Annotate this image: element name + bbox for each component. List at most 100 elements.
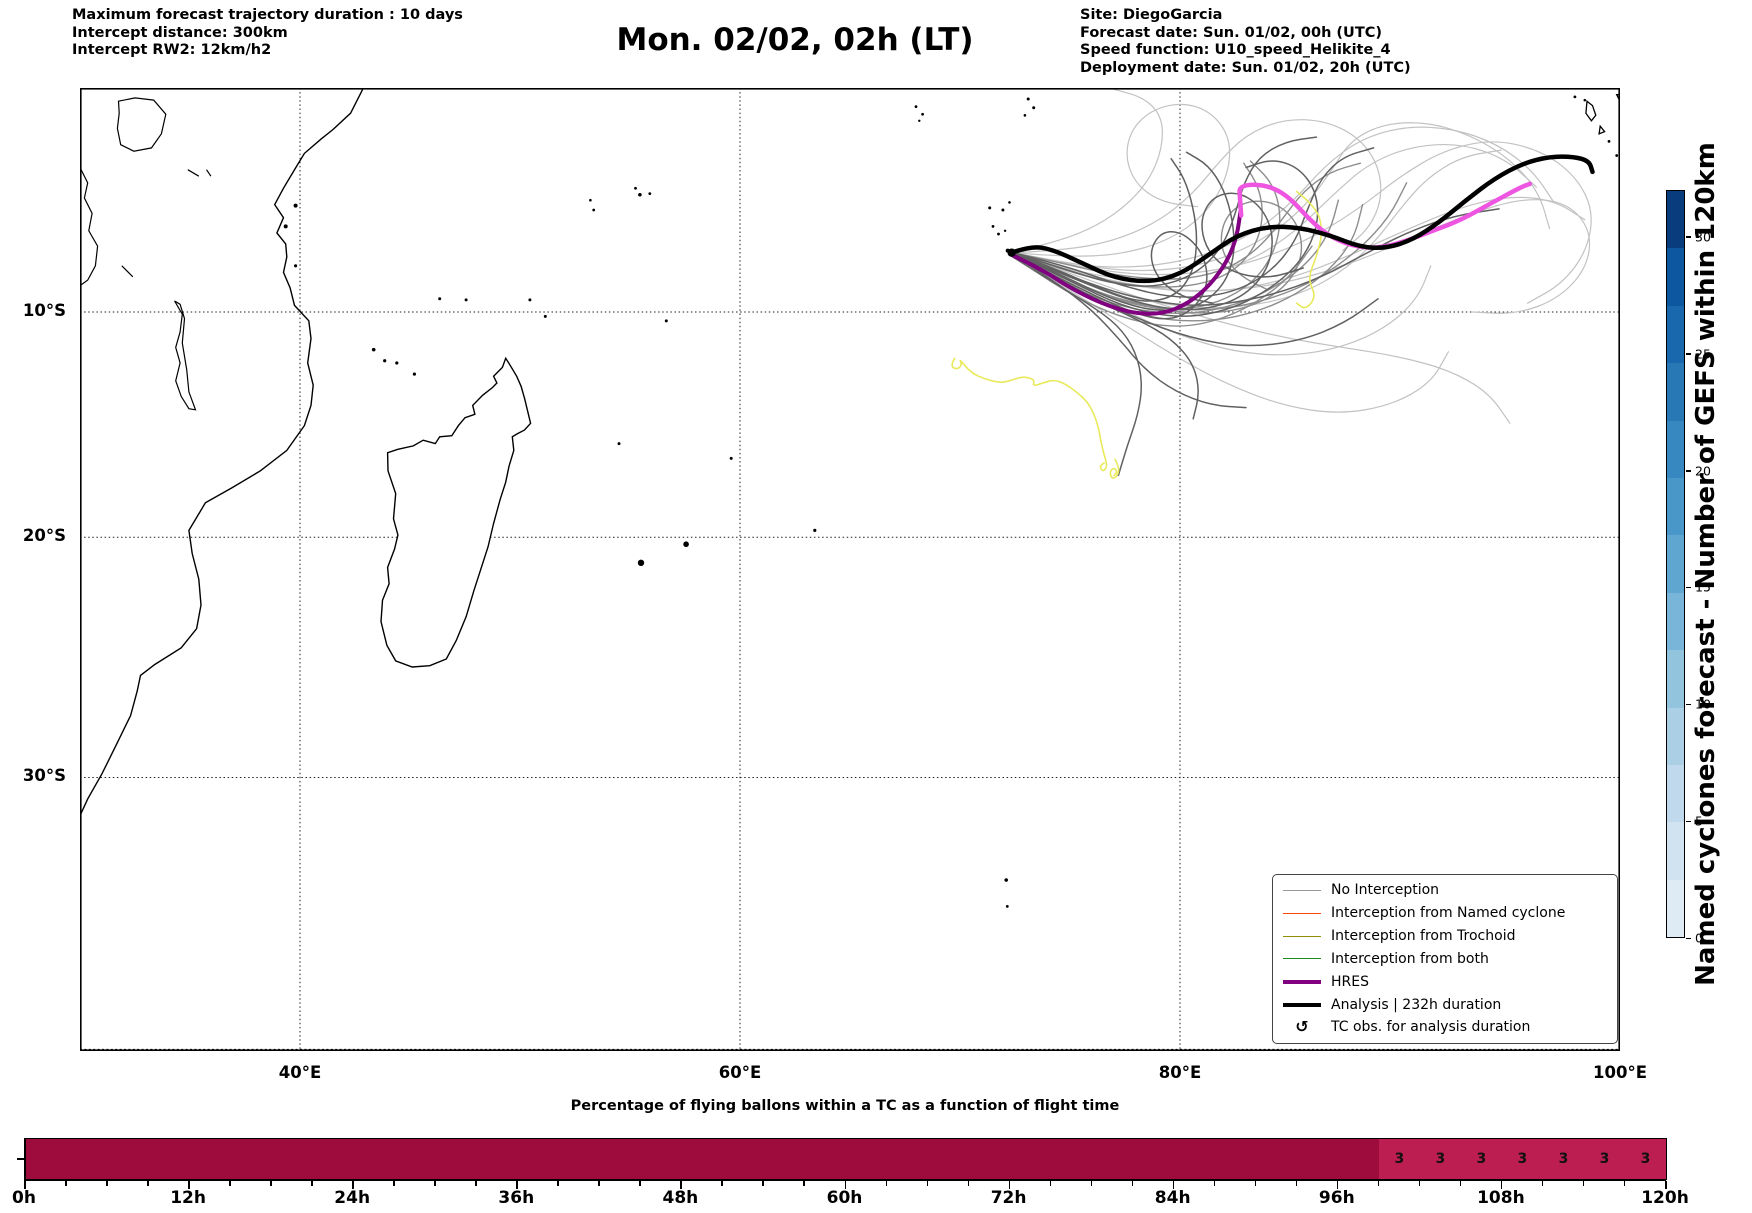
legend-label: HRES — [1331, 973, 1369, 990]
x-axis-tick — [65, 1181, 67, 1186]
x-axis-tick — [1500, 1181, 1503, 1189]
colorbar-tick-label: 15 — [1695, 579, 1711, 595]
colorbar — [1666, 190, 1685, 938]
x-axis-tick — [598, 1181, 600, 1186]
island-dot — [283, 224, 288, 229]
colorbar-tick — [1686, 703, 1691, 706]
legend-item: Interception from Named cyclone — [1273, 902, 1617, 924]
hres-track — [1009, 209, 1243, 316]
intercept-rw2-text: Intercept RW2: 12km/h2 — [72, 42, 272, 58]
x-axis-tick — [311, 1181, 313, 1186]
x-axis-tick — [1377, 1181, 1380, 1186]
island-dot — [395, 361, 399, 365]
island-dot — [1023, 114, 1027, 117]
legend-label: No Interception — [1331, 882, 1440, 899]
legend-line — [1283, 889, 1321, 891]
intercept-distance-text: Intercept distance: 300km — [72, 24, 288, 41]
legend-line — [1283, 979, 1321, 984]
x-axis-tick — [1131, 1181, 1134, 1186]
legend-label: Interception from Trochoid — [1331, 928, 1516, 945]
island-dot — [617, 442, 621, 446]
island-dot — [1026, 97, 1030, 101]
island-dot — [1615, 154, 1619, 157]
legend-line-swatch — [1283, 912, 1321, 914]
colorbar-segment — [1667, 535, 1684, 593]
x-axis-tick-label: 0h — [12, 1188, 36, 1208]
colorbar-tick — [1686, 353, 1691, 355]
island-dot — [1573, 95, 1577, 99]
lake-outline — [121, 265, 134, 278]
gefs-track-dark — [1012, 192, 1304, 311]
x-axis-tick — [803, 1181, 805, 1186]
x-axis-tick — [557, 1181, 559, 1186]
lon-tick-label: 40°E — [278, 1063, 322, 1082]
legend-item: No Interception — [1273, 879, 1617, 901]
x-axis-tick — [1623, 1181, 1626, 1186]
x-axis-tick — [1541, 1181, 1544, 1186]
island-dot — [1032, 106, 1036, 110]
lat-tick-label: 10°S — [22, 301, 66, 320]
deployment-date-text: Deployment date: Sun. 01/02, 20h (UTC) — [1080, 59, 1411, 76]
map-legend: No Interception Interception from Named c… — [1272, 874, 1618, 1044]
bar-segment — [25, 1139, 1379, 1179]
x-axis-tick-label: 108h — [1477, 1188, 1525, 1208]
legend-line-swatch — [1283, 1002, 1321, 1007]
x-axis-tick — [680, 1181, 682, 1189]
x-axis-tick — [721, 1181, 723, 1186]
island-dot — [988, 206, 992, 210]
colorbar-tick-label: 10 — [1695, 696, 1711, 712]
colorbar-tick-label: 25 — [1695, 346, 1711, 362]
colorbar-tick-label: 5 — [1695, 813, 1703, 829]
island-dot — [592, 208, 596, 212]
gefs-track-light — [1012, 143, 1537, 281]
colorbar-tick — [1686, 937, 1691, 939]
island-dot — [438, 297, 442, 301]
max-duration-text: Maximum forecast trajectory duration : 1… — [72, 7, 463, 23]
x-axis-tick — [229, 1181, 231, 1186]
x-axis-tick — [762, 1181, 764, 1186]
legend-line — [1283, 1002, 1321, 1007]
legend-line-swatch — [1283, 889, 1321, 891]
legend-label: TC obs. for analysis duration — [1331, 1019, 1531, 1036]
colorbar-tick — [1686, 820, 1691, 823]
x-axis-tick — [1049, 1181, 1052, 1186]
island-dot — [997, 232, 1000, 236]
legend-item: HRES — [1273, 971, 1617, 993]
bar-value-label: 3 — [1435, 1151, 1446, 1167]
island-dot — [638, 192, 642, 197]
island-dot — [918, 119, 921, 122]
island-dot — [294, 264, 298, 268]
legend-line-swatch — [1283, 979, 1321, 984]
x-axis-tick-label: 12h — [170, 1188, 206, 1208]
balloon-bar: 3 3 3 3 3 3 3 — [24, 1138, 1667, 1180]
magenta-track — [1237, 181, 1533, 250]
bar-value-label: 3 — [1476, 1151, 1487, 1167]
bottom-chart-title: Percentage of flying ballons within a TC… — [570, 1098, 1120, 1114]
legend-line — [1283, 958, 1321, 960]
lat-tick-label: 30°S — [22, 766, 66, 786]
site-info-annotation: Site: DiegoGarcia Forecast date: Sun. 01… — [1080, 7, 1411, 77]
x-axis-tick — [147, 1181, 149, 1186]
site-text: Site: DiegoGarcia — [1080, 7, 1223, 23]
x-axis-tick — [24, 1181, 26, 1189]
gefs-track-dark — [1012, 208, 1500, 306]
x-axis-tick — [352, 1181, 354, 1189]
legend-item: Interception from both — [1273, 948, 1617, 970]
yellow-trochoid-1 — [951, 357, 1108, 472]
yellow-trochoid-2 — [1295, 190, 1323, 309]
x-axis-tick-label: 48h — [662, 1188, 699, 1208]
island-dot — [528, 298, 532, 302]
x-axis-tick — [639, 1181, 641, 1186]
rotate-arrow-icon: ↺ — [1295, 1017, 1309, 1037]
map-layers — [80, 88, 1620, 1051]
legend-line-swatch — [1283, 935, 1321, 937]
gefs-track-light — [1012, 88, 1164, 254]
colorbar-tick — [1686, 586, 1691, 589]
x-axis-tick — [434, 1181, 436, 1186]
x-axis-tick — [844, 1181, 846, 1189]
gefs-track-light — [1012, 119, 1382, 254]
africa-coastline — [80, 88, 365, 818]
island-dot — [813, 528, 817, 532]
x-axis-tick — [926, 1181, 929, 1186]
